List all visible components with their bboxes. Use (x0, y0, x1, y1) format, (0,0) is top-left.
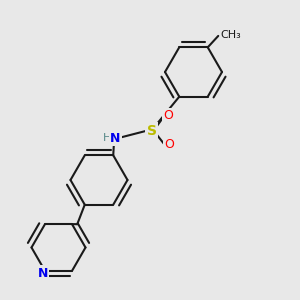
Text: N: N (110, 131, 121, 145)
Text: S: S (146, 124, 157, 137)
Text: O: O (164, 137, 174, 151)
Text: H: H (103, 133, 111, 143)
Text: CH₃: CH₃ (221, 30, 242, 40)
Text: N: N (38, 267, 48, 280)
Text: O: O (164, 109, 173, 122)
